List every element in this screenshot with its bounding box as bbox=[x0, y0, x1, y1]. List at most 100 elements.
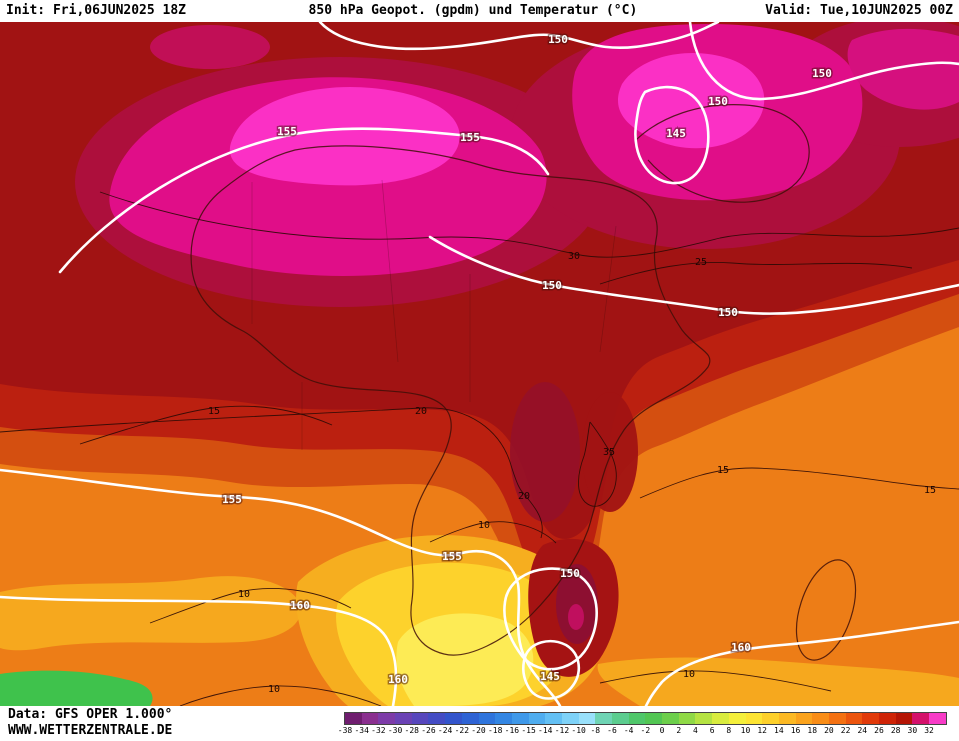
colorbar-tick-label: 28 bbox=[890, 726, 901, 735]
website-label: WWW.WETTERZENTRALE.DE bbox=[8, 723, 173, 738]
colorbar-segment: -32 bbox=[371, 713, 396, 735]
colorbar-segment: 4 bbox=[693, 713, 713, 735]
temp-contour-10-se bbox=[599, 670, 832, 692]
temperature-contour-label: 10 bbox=[268, 684, 280, 695]
geopotential-contour-label: 150 bbox=[542, 279, 562, 292]
colorbar-tick-label: 26 bbox=[874, 726, 884, 735]
geo-contour-145-loop bbox=[634, 85, 710, 185]
geo-contour-155-nw bbox=[58, 127, 550, 274]
arabia-coastline bbox=[635, 104, 810, 203]
colorbar-tick-label: -26 bbox=[421, 726, 436, 735]
colorbar-tick-label: 20 bbox=[824, 726, 834, 735]
geopotential-contour-label: 160 bbox=[731, 641, 751, 654]
colorbar-tick-label: -16 bbox=[504, 726, 520, 735]
geo-contour-150-center bbox=[428, 235, 959, 315]
colorbar-segment: -8 bbox=[590, 713, 612, 735]
colorbar-tick-label: -14 bbox=[538, 726, 553, 735]
colorbar-tick-label: 10 bbox=[740, 726, 751, 735]
map-canvas: 150 150 150 155 155 145 150 150 155 155 150 160 160 1… bbox=[0, 22, 959, 706]
valid-time-label: Valid: Tue,10JUN2025 00Z bbox=[765, 3, 953, 18]
geopotential-contour-label: 160 bbox=[388, 673, 408, 686]
geo-contour-155-south bbox=[0, 468, 562, 706]
geopotential-contour-label: 155 bbox=[442, 550, 462, 563]
colorbar-segment: 18 bbox=[807, 713, 829, 735]
temperature-shading bbox=[0, 22, 959, 706]
geopotential-contour-label: 150 bbox=[708, 95, 728, 108]
colorbar-tick-label: 14 bbox=[774, 726, 784, 735]
colorbar-tick-label: -6 bbox=[607, 726, 617, 735]
colorbar-tick-label: -10 bbox=[571, 726, 586, 735]
temp-contour-10-west bbox=[149, 588, 352, 624]
temp-region-pink-east bbox=[617, 52, 765, 149]
colorbar-segment: 6 bbox=[710, 713, 729, 735]
colorbar-segment: 2 bbox=[676, 713, 696, 735]
temperature-label-layer: 30 25 20 15 35 15 20 10 15 10 10 10 bbox=[208, 251, 936, 695]
colorbar-segment: -28 bbox=[405, 713, 429, 735]
colorbar-tick-label: -32 bbox=[371, 726, 386, 735]
temp-contour-20 bbox=[0, 407, 543, 539]
temperature-contours bbox=[0, 191, 959, 706]
colorbar-segment: 30 bbox=[908, 713, 930, 735]
temperature-contour-label: 15 bbox=[208, 406, 220, 417]
geo-contour-160-sw bbox=[0, 595, 398, 706]
temp-region-crimson-core bbox=[510, 382, 580, 522]
colorbar-segment: 26 bbox=[874, 713, 896, 735]
temperature-contour-label: 30 bbox=[568, 251, 580, 262]
colorbar-segment: 8 bbox=[726, 713, 746, 735]
colorbar-segment: 10 bbox=[741, 713, 763, 735]
temp-region-gold-sw bbox=[0, 576, 301, 651]
colorbar-segment: -6 bbox=[607, 713, 629, 735]
temperature-colorbar: -38 -34 -32 -30 -28 -26 -24 -22 -20 -18 -16 -15 -14-… bbox=[338, 712, 947, 735]
colorbar-segment: -34 bbox=[354, 713, 379, 735]
geopotential-contour-label: 145 bbox=[540, 670, 560, 683]
temperature-contour-label: 10 bbox=[478, 520, 490, 531]
colorbar-segment: -15 bbox=[521, 713, 546, 735]
colorbar-tick-label: -34 bbox=[354, 726, 369, 735]
colorbar-tick-label: -28 bbox=[404, 726, 419, 735]
colorbar-segment: 28 bbox=[891, 713, 913, 735]
colorbar-segment: 22 bbox=[841, 713, 863, 735]
colorbar-tick-label: 32 bbox=[924, 726, 934, 735]
temperature-contour-label: 20 bbox=[415, 406, 427, 417]
colorbar-segment: -18 bbox=[488, 713, 512, 735]
colorbar-tick-label: 8 bbox=[726, 726, 732, 735]
temp-contour-15-east bbox=[639, 467, 959, 499]
geopotential-contour-label: 150 bbox=[812, 67, 832, 80]
colorbar-tick-label: -4 bbox=[623, 726, 634, 735]
colorbar-segment: 24 bbox=[857, 713, 879, 735]
colorbar-tick-label: 2 bbox=[676, 726, 682, 735]
geo-contour-150-ne bbox=[688, 22, 959, 101]
colorbar-segment: -2 bbox=[641, 713, 663, 735]
colorbar-tick-label: 0 bbox=[659, 726, 665, 735]
colorbar-tick-label: 12 bbox=[757, 726, 768, 735]
colorbar-tick-label: 4 bbox=[693, 726, 698, 735]
colorbar-tick-label: -20 bbox=[471, 726, 486, 735]
init-time-label: Init: Fri,06JUN2025 18Z bbox=[6, 3, 187, 18]
temp-contour-10-center bbox=[429, 521, 557, 544]
colorbar-tick-label: -15 bbox=[521, 726, 536, 735]
temp-contour-25 bbox=[599, 261, 913, 285]
colorbar-tick-label: -12 bbox=[554, 726, 570, 735]
geopotential-contour-label: 145 bbox=[666, 127, 686, 140]
geo-contour-150-loop bbox=[503, 567, 598, 671]
colorbar-tick-label: -18 bbox=[487, 726, 503, 735]
colorbar-segment: -30 bbox=[388, 713, 412, 735]
temp-region-gold-se bbox=[597, 657, 959, 706]
temp-region-magenta-nw-patch bbox=[150, 25, 270, 69]
temp-contour-15-west bbox=[79, 405, 333, 445]
colorbar-tick-label: 16 bbox=[790, 726, 801, 735]
colorbar-tick-label: -24 bbox=[437, 726, 453, 735]
temp-region-bright-yellow bbox=[396, 613, 534, 706]
temp-contour-35 bbox=[578, 421, 617, 507]
temperature-contour-label: 15 bbox=[924, 485, 936, 496]
colorbar-segment: 14 bbox=[774, 713, 796, 735]
colorbar-segment: -22 bbox=[455, 713, 479, 735]
temp-region-green-corner bbox=[0, 670, 153, 706]
temp-region-magenta-low bbox=[568, 604, 584, 630]
geopotential-contour-label: 150 bbox=[560, 567, 580, 580]
colorbar-tick-label: 22 bbox=[840, 726, 851, 735]
temperature-contour-label: 25 bbox=[695, 257, 707, 268]
temp-contour-30 bbox=[99, 191, 959, 258]
colorbar-segment: 12 bbox=[757, 713, 779, 735]
